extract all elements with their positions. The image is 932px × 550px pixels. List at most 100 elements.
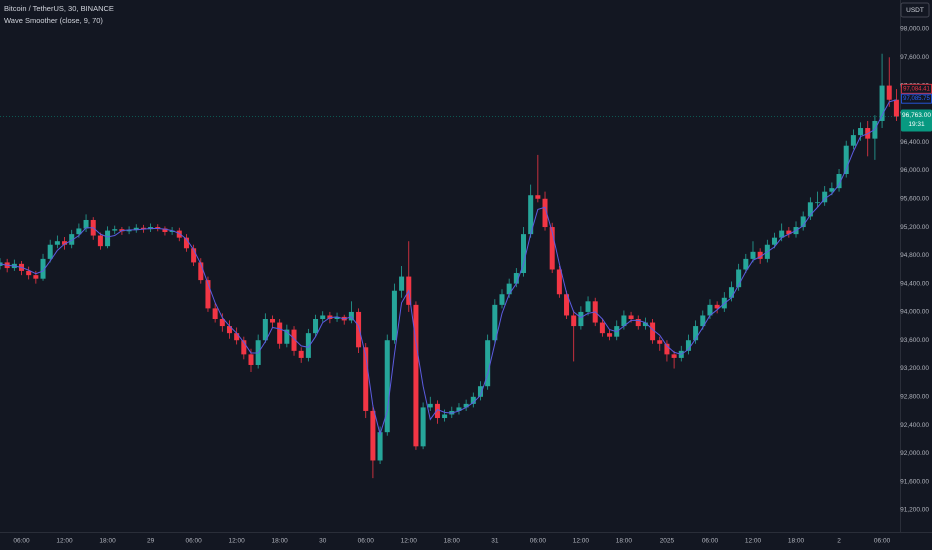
candle-body (169, 230, 175, 233)
candle-body (420, 407, 426, 447)
x-tick-label: 30 (319, 538, 327, 545)
candle-body (241, 340, 247, 355)
candle-body (370, 410, 376, 461)
candle-body (463, 403, 469, 408)
candle-body (384, 340, 390, 433)
x-tick-label: 31 (491, 538, 499, 545)
candle-body (270, 319, 276, 323)
candle-body (650, 322, 656, 341)
x-tick-label: 06:00 (530, 538, 547, 545)
candle-body (786, 230, 792, 235)
candle-body (771, 237, 778, 245)
candle-body (377, 432, 383, 461)
candle-body (219, 319, 225, 327)
candle-body (635, 319, 641, 327)
x-tick-label: 12:00 (401, 538, 418, 545)
candle-body (277, 322, 283, 344)
candle-body (707, 304, 713, 316)
y-tick-label: 96,400.00 (900, 139, 929, 146)
candle-body (743, 258, 749, 270)
candle-body (348, 311, 354, 321)
price-label: 97,084.41 (903, 86, 930, 92)
price-label: 97,085.75 (903, 96, 930, 102)
candle-body (477, 386, 483, 397)
candle-body (313, 319, 319, 334)
candle-body (485, 340, 491, 387)
candle-body (664, 343, 670, 355)
candle-body (571, 315, 577, 327)
countdown-label: 19:31 (908, 121, 925, 128)
candle-body (607, 333, 613, 337)
x-tick-label: 2 (837, 538, 841, 545)
y-tick-label: 98,000.00 (900, 26, 929, 33)
candle-body (413, 304, 419, 447)
x-tick-label: 18:00 (616, 538, 633, 545)
x-tick-label: 06:00 (13, 538, 30, 545)
candle-body (320, 315, 326, 320)
candle-body (886, 85, 892, 100)
candle-body (47, 244, 53, 259)
x-tick-label: 18:00 (99, 538, 116, 545)
candle-body (284, 329, 290, 344)
candle-body (126, 229, 132, 232)
y-tick-label: 95,600.00 (900, 195, 929, 202)
y-tick-label: 95,200.00 (900, 224, 929, 231)
candle-body (535, 195, 541, 199)
x-tick-label: 06:00 (702, 538, 719, 545)
candle-body (492, 304, 498, 341)
candle-body (858, 128, 864, 136)
candle-body (642, 322, 648, 327)
candle-body (750, 251, 756, 259)
candle-body (513, 273, 519, 284)
candle-body (843, 145, 849, 175)
candle-body (162, 228, 168, 233)
candle-body (140, 227, 146, 230)
candle-body (542, 198, 548, 228)
candle-body (456, 407, 462, 411)
candle-body (40, 258, 46, 279)
x-tick-label: 12:00 (745, 538, 762, 545)
candle-body (363, 347, 369, 411)
candle-body (556, 269, 562, 295)
y-tick-label: 92,800.00 (900, 394, 929, 401)
candle-body (54, 241, 60, 245)
candle-body (334, 316, 340, 320)
currency-box[interactable] (900, 2, 930, 18)
candle-body (291, 329, 297, 351)
candle-body (578, 311, 584, 327)
x-tick-label: 06:00 (874, 538, 891, 545)
candle-body (155, 227, 161, 229)
currency[interactable]: USDT (906, 7, 924, 14)
candle-body (506, 283, 512, 295)
candle-body (198, 262, 204, 281)
candle-body (757, 251, 763, 259)
y-tick-label: 91,200.00 (900, 507, 929, 514)
candle-body (427, 403, 433, 408)
candle-body (585, 301, 591, 312)
last-price-label: 96,763.00 (902, 112, 931, 119)
candle-body (893, 99, 899, 117)
candle-body (212, 308, 218, 320)
candle-body (26, 270, 32, 276)
candle-body (69, 234, 75, 245)
candle-body (807, 202, 813, 217)
last-price-box (901, 109, 932, 132)
candle-body (262, 319, 268, 341)
candle-body (298, 350, 304, 358)
candle-body (728, 287, 734, 298)
candle-body (800, 216, 806, 228)
candle-body (621, 315, 627, 327)
y-tick-label: 94,000.00 (900, 309, 929, 316)
candle-body (205, 280, 211, 309)
candle-body (112, 229, 118, 231)
candle-body (434, 403, 440, 419)
candle-body (815, 202, 821, 204)
y-tick-label: 97,600.00 (900, 54, 929, 61)
candle-body (685, 340, 691, 351)
y-tick-label: 93,200.00 (900, 365, 929, 372)
candle-body (234, 333, 240, 341)
candle-body (399, 276, 405, 291)
